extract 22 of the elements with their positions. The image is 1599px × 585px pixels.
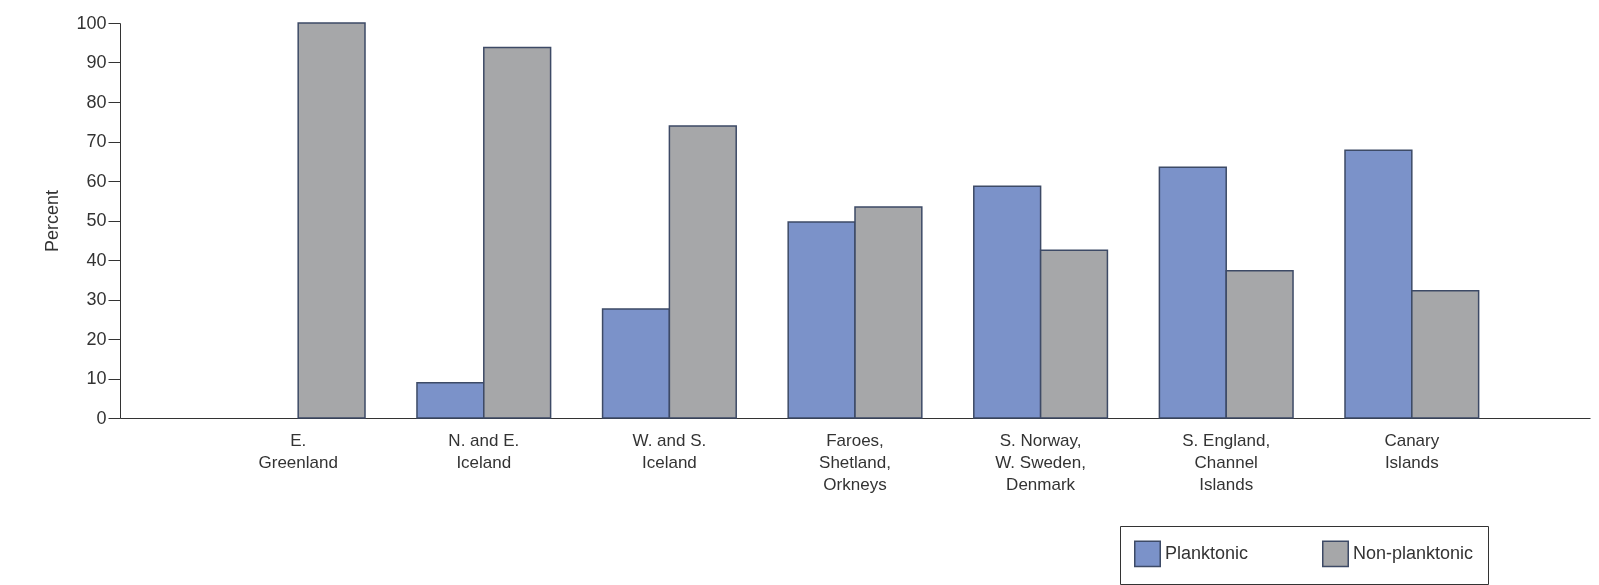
x-tick-label: E. Greenland [258,430,338,472]
x-tick-label: S. Norway, W. Sweden, Denmark [995,430,1086,494]
y-tick-label: 90 [86,52,107,72]
x-tick-label: S. England, Channel Islands [1182,430,1271,494]
y-tick-label: 10 [86,368,107,388]
x-tick-label: Canary Islands [1384,430,1440,472]
y-tick-label: 50 [86,210,107,230]
x-tick-label: N. and E. Iceland [448,430,520,472]
x-tick-label: W. and S. Iceland [632,430,707,472]
legend-label: Non-planktonic [1353,542,1474,563]
y-tick-label: 70 [86,131,107,151]
y-tick-label: 60 [86,170,107,191]
y-tick-label: 0 [96,407,107,428]
y-tick-label: 40 [86,249,107,270]
y-axis-title: Percent [42,189,63,253]
legend-label: Planktonic [1165,542,1249,563]
y-tick-label: 30 [86,289,107,309]
x-tick-label: Faroes, Shetland, Orkneys [819,430,891,494]
bar [297,22,366,419]
y-tick-label: 80 [86,91,107,112]
y-tick-label: 100 [76,12,107,33]
y-tick-label: 20 [86,328,107,349]
